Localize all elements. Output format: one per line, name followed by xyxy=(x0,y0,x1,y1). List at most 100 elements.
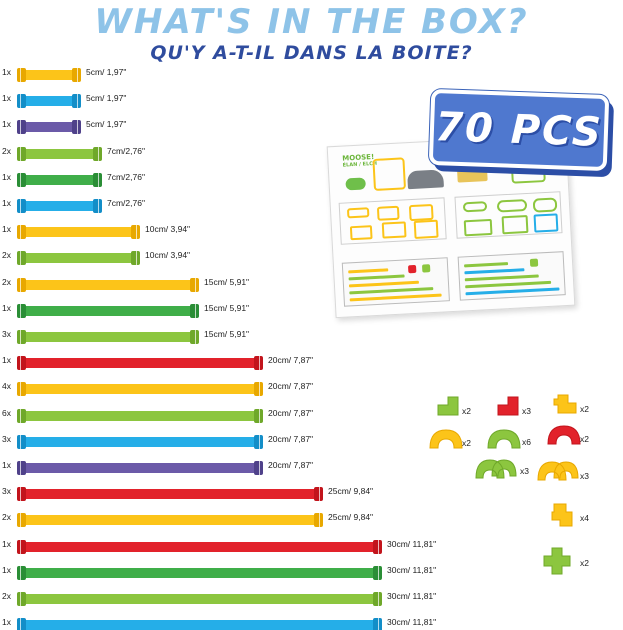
step-6-icon xyxy=(413,219,439,239)
tube-row: 2x 10cm/ 3,94" xyxy=(0,247,460,267)
tube-length: 20cm/ 7,87" xyxy=(268,381,314,392)
tube-icon xyxy=(17,146,102,161)
rock-icon xyxy=(407,169,444,190)
tube-icon xyxy=(17,592,382,606)
tube-icon xyxy=(17,330,199,344)
tube-icon xyxy=(17,303,199,318)
tube-length: 20cm/ 7,87" xyxy=(268,407,314,418)
tube-row: 3x 15cm/ 5,91" xyxy=(0,326,460,346)
tube-quantity: 2x xyxy=(2,250,11,261)
tube-length: 15cm/ 5,91" xyxy=(204,302,250,313)
tube-icon xyxy=(17,356,263,371)
tube-row: 1x 30cm/ 11,81" xyxy=(0,614,460,630)
tube-quantity: 3x xyxy=(2,433,11,444)
elbow-connector-icon xyxy=(437,396,459,416)
tube-row: 1x 5cm/ 1,97" xyxy=(0,64,460,84)
connector-icon xyxy=(421,264,431,273)
tube-row: 1x 15cm/ 5,91" xyxy=(0,300,460,320)
step-2-icon xyxy=(376,205,400,221)
connector-quantity: x3 xyxy=(580,471,589,481)
step-icon xyxy=(463,218,493,237)
connector-quantity: x2 xyxy=(580,558,589,568)
tube-row: 2x 7cm/2,76" xyxy=(0,143,460,163)
tube-quantity: 1x xyxy=(2,67,11,77)
tube-length: 20cm/ 7,87" xyxy=(268,460,314,470)
tube-row: 1x 20cm/ 7,87" xyxy=(0,457,460,477)
tube-row: 1x 5cm/ 1,97" xyxy=(0,116,460,136)
tube-length: 5cm/ 1,97" xyxy=(86,93,127,104)
double-arch-connector-icon xyxy=(537,461,579,481)
step-1-icon xyxy=(346,207,370,219)
tube-quantity: 2x xyxy=(2,145,11,156)
tube-length: 7cm/2,76" xyxy=(107,198,145,208)
tube-quantity: 1x xyxy=(2,460,11,470)
connector-quantity: x3 xyxy=(522,406,531,416)
tube-length: 5cm/ 1,97" xyxy=(86,67,127,77)
tube-length: 20cm/ 7,87" xyxy=(268,355,314,366)
tube-length: 15cm/ 5,91" xyxy=(204,276,250,287)
tube-icon xyxy=(17,487,323,502)
tube-quantity: 1x xyxy=(2,355,11,366)
tube-row: 1x 5cm/ 1,97" xyxy=(0,90,460,110)
connector-icon xyxy=(407,264,417,274)
tube-icon xyxy=(17,68,81,82)
tube-length: 30cm/ 11,81" xyxy=(387,617,437,628)
arch-connector-icon xyxy=(547,425,581,445)
tube-length: 25cm/ 9,84" xyxy=(328,486,374,497)
tube-row: 1x 7cm/2,76" xyxy=(0,169,460,189)
tube-length: 20cm/ 7,87" xyxy=(268,433,314,444)
cross-connector-icon xyxy=(551,503,573,527)
arch-connector-icon xyxy=(429,429,463,449)
connector-icon xyxy=(529,258,539,267)
piece-count-badge: 70 PCS xyxy=(428,88,610,172)
connector-quantity: x2 xyxy=(462,406,471,416)
tube-row: 2x 15cm/ 5,91" xyxy=(0,274,460,294)
elbow-connector-icon xyxy=(497,396,519,416)
tube-quantity: 4x xyxy=(2,381,11,392)
connector-quantity: x3 xyxy=(520,466,529,476)
tube-length: 25cm/ 9,84" xyxy=(328,512,374,523)
step-icon xyxy=(532,197,558,213)
page-title: WHAT'S IN THE BOX? xyxy=(94,2,529,42)
tube-quantity: 6x xyxy=(2,407,11,418)
tube-length: 5cm/ 1,97" xyxy=(86,119,127,130)
four-way-connector-icon xyxy=(543,547,571,575)
tube-icon xyxy=(17,565,382,580)
tube-icon xyxy=(17,120,81,135)
tube-icon xyxy=(17,434,263,449)
tube-length: 15cm/ 5,91" xyxy=(204,329,250,339)
tube-row: 1x 7cm/2,76" xyxy=(0,195,460,215)
tube-length: 30cm/ 11,81" xyxy=(387,564,437,575)
tube-length: 7cm/2,76" xyxy=(107,171,145,182)
tube-length: 10cm/ 3,94" xyxy=(145,250,191,261)
connector-quantity: x2 xyxy=(462,438,471,448)
step-3-icon xyxy=(408,203,434,222)
tube-icon xyxy=(17,199,102,213)
tube-icon xyxy=(17,225,140,240)
tube-length: 30cm/ 11,81" xyxy=(387,591,437,601)
tube-icon xyxy=(17,539,382,554)
tube-icon xyxy=(17,172,102,187)
tube-quantity: 3x xyxy=(2,329,11,339)
tube-row: 1x 10cm/ 3,94" xyxy=(0,221,460,241)
step-icon xyxy=(533,213,559,233)
tube-quantity: 2x xyxy=(2,512,11,523)
double-arch-connector-icon xyxy=(475,459,517,479)
tube-quantity: 1x xyxy=(2,171,11,182)
connector-quantity: x2 xyxy=(580,434,589,444)
arch-connector-icon xyxy=(487,429,521,449)
tube-quantity: 2x xyxy=(2,276,11,287)
tube-icon xyxy=(17,408,263,423)
tube-quantity: 1x xyxy=(2,564,11,575)
tube-row: 3x 20cm/ 7,87" xyxy=(0,431,460,451)
connector-quantity: x4 xyxy=(580,513,589,523)
tube-icon xyxy=(17,382,263,397)
tube-quantity: 1x xyxy=(2,538,11,549)
tube-row: 1x 20cm/ 7,87" xyxy=(0,352,460,372)
tube-length: 30cm/ 11,81" xyxy=(387,538,437,549)
piece-count-label: 70 PCS xyxy=(434,104,604,156)
tube-quantity: 1x xyxy=(2,617,11,628)
booklet-left-page: MOOSE! ÉLAN / ELCH xyxy=(334,147,454,313)
tube-length: 10cm/ 3,94" xyxy=(145,224,191,235)
step-icon xyxy=(501,214,529,235)
